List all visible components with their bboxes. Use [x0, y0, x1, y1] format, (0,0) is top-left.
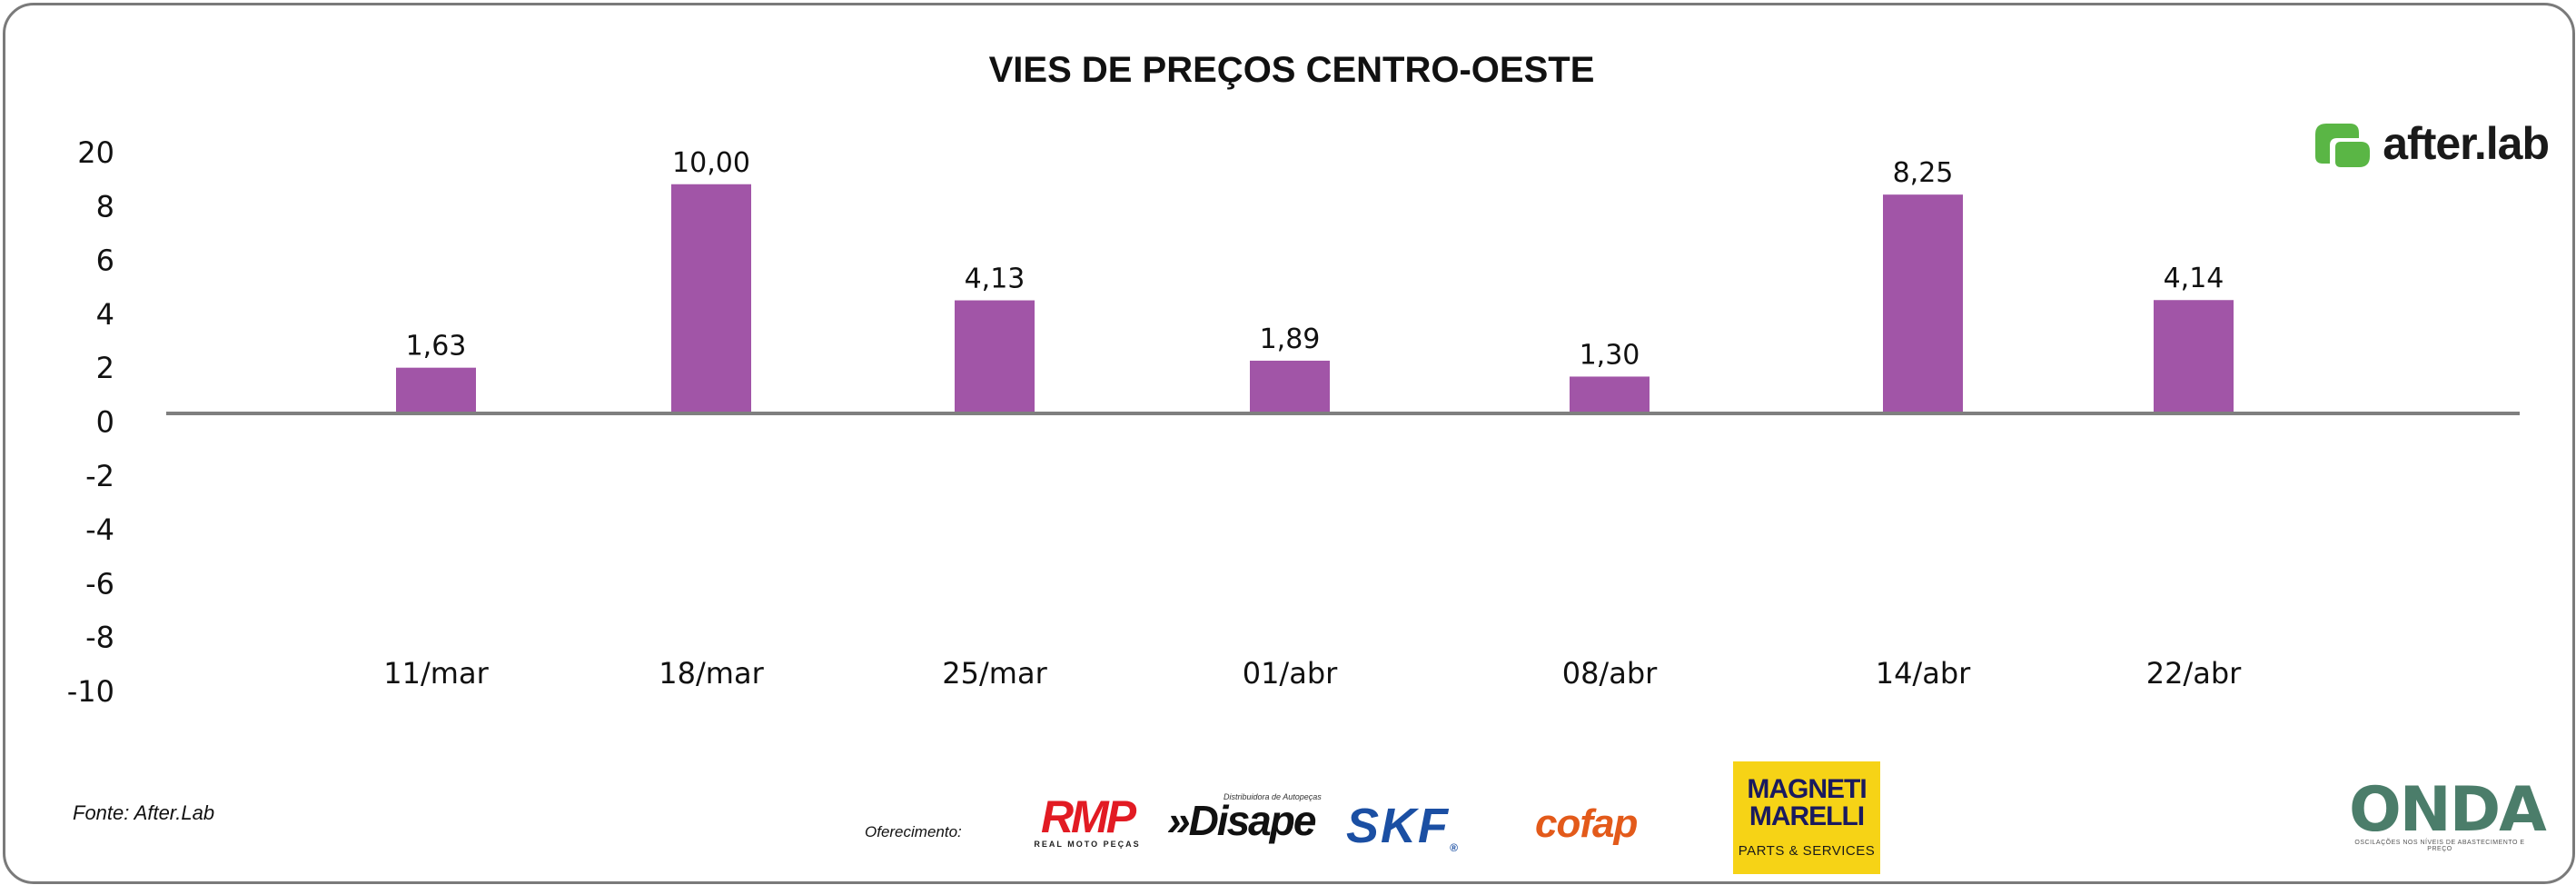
disape-wordmark: »Disape: [1167, 797, 1316, 844]
x-tick-label: 22/abr: [2146, 656, 2242, 691]
rmp-wordmark: RMP: [1040, 791, 1136, 842]
bar-22/abr: [2154, 300, 2234, 412]
onda-logo: ONDA OSCILAÇÕES NOS NÍVEIS DE ABASTECIME…: [2349, 774, 2547, 853]
offer-label: Oferecimento:: [865, 823, 962, 840]
magneti-line2: MARELLI: [1749, 801, 1865, 831]
data-label: 1,89: [1260, 323, 1321, 355]
after-lab-logo-icon: [2315, 124, 2371, 167]
x-axis-labels: 11/mar 18/mar 25/mar 01/abr 08/abr 14/abr 22/a…: [383, 656, 2242, 691]
data-label: 1,30: [1580, 339, 1640, 371]
data-label: 8,25: [1893, 157, 1954, 189]
data-label: 4,14: [2164, 263, 2224, 294]
y-tick-label: 4: [96, 297, 114, 332]
cofap-logo: cofap: [1535, 801, 1638, 847]
bar-18/mar: [671, 184, 751, 412]
chart-frame: [3, 3, 2575, 884]
x-tick-label: 11/mar: [383, 656, 489, 691]
x-tick-label: 01/abr: [1243, 656, 1338, 691]
after-lab-logo: after.lab: [2310, 116, 2550, 171]
rmp-tagline: REAL MOTO PEÇAS: [1034, 840, 1141, 849]
registered-icon: ®: [1450, 841, 1460, 854]
x-tick-label: 08/abr: [1562, 656, 1658, 691]
skf-wordmark: SKF: [1346, 799, 1450, 853]
x-tick-label: 18/mar: [659, 656, 764, 691]
magneti-line3: PARTS & SERVICES: [1738, 843, 1876, 859]
magneti-marelli-logo: MAGNETI MARELLI PARTS & SERVICES: [1733, 761, 1880, 874]
bar-11/mar: [396, 367, 476, 412]
onda-tagline: OSCILAÇÕES NOS NÍVEIS DE ABASTECIMENTO E…: [2354, 840, 2525, 852]
onda-wordmark: ONDA: [2349, 774, 2547, 846]
disape-tagline: Distribuidora de Autopeças: [1224, 792, 1322, 801]
data-label: 1,63: [406, 331, 467, 363]
y-tick-label: -4: [85, 512, 114, 547]
y-tick-label: -8: [85, 621, 114, 655]
magneti-line1: MAGNETI: [1747, 774, 1867, 804]
chart-title: VIES DE PREÇOS CENTRO-OESTE: [989, 50, 1595, 90]
y-tick-label: 6: [96, 244, 114, 278]
y-tick-label: -6: [85, 566, 114, 601]
bar-14/abr: [1883, 194, 1963, 412]
bar-25/mar: [955, 300, 1035, 412]
after-lab-wordmark: after.lab: [2383, 118, 2550, 169]
x-tick-label: 25/mar: [942, 656, 1047, 691]
y-tick-label: 8: [96, 189, 114, 224]
y-tick-label: -2: [85, 459, 114, 493]
bars: [396, 184, 2234, 412]
skf-logo: SKF®: [1346, 798, 1460, 854]
disape-logo: Distribuidora de Autopeças »Disape: [1167, 792, 1322, 845]
y-tick-label: 20: [77, 135, 114, 170]
y-tick-label: -10: [67, 674, 114, 709]
data-label: 4,13: [965, 264, 1025, 295]
data-label: 10,00: [672, 147, 750, 179]
y-tick-label: 0: [96, 405, 114, 440]
source-note: Fonte: After.Lab: [73, 801, 215, 824]
data-labels: 1,63 10,00 4,13 1,89 1,30 8,25 4,14: [406, 147, 2224, 372]
y-tick-label: 2: [96, 351, 114, 385]
bar-08/abr: [1570, 376, 1650, 412]
cofap-wordmark: cofap: [1535, 801, 1638, 846]
bar-01/abr: [1250, 360, 1330, 412]
rmp-logo: RMP REAL MOTO PEÇAS: [1026, 791, 1148, 849]
x-tick-label: 14/abr: [1876, 656, 1971, 691]
